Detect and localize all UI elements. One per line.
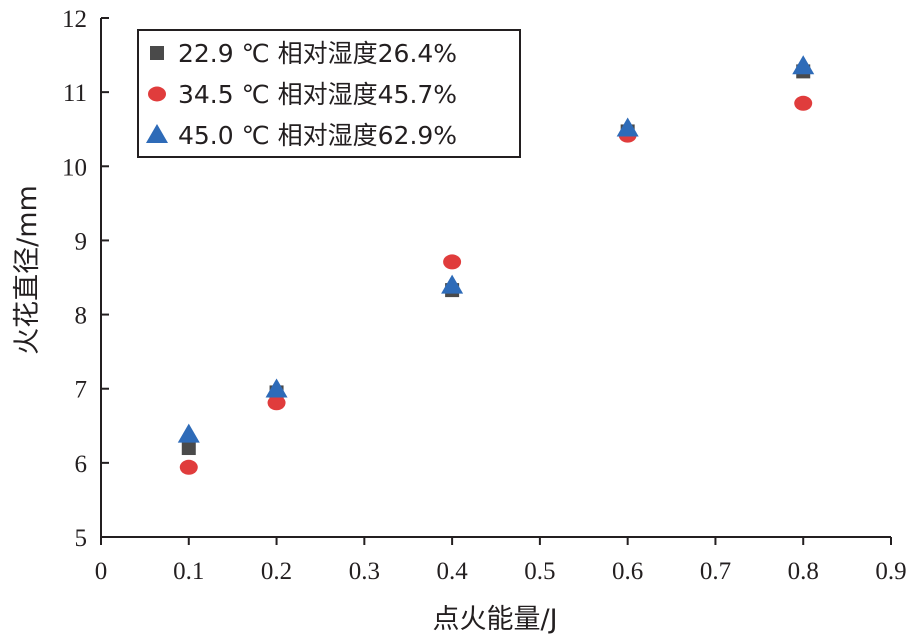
legend-entry: 22.9 ℃ 相对湿度26.4%: [178, 39, 457, 68]
x-tick-label: 0.8: [788, 558, 819, 585]
legend-box: [137, 29, 521, 158]
y-tick-label: 10: [62, 154, 87, 181]
x-tick-label: 0.1: [173, 558, 204, 585]
x-tick-label: 0: [95, 558, 108, 585]
x-tick-label: 0.7: [700, 558, 731, 585]
y-tick-label: 11: [63, 80, 87, 107]
x-tick-label: 0.5: [524, 558, 555, 585]
data-point-triangle: [177, 423, 200, 443]
data-point-triangle: [792, 55, 815, 75]
data-point-triangle: [441, 274, 464, 294]
legend-entry: 45.0 ℃ 相对湿度62.9%: [178, 121, 457, 150]
x-tick-label: 0.6: [612, 558, 643, 585]
data-point-circle: [179, 459, 198, 475]
data-point-square: [181, 441, 196, 456]
data-point-circle: [443, 254, 462, 270]
axes: 0 0.1 0.2 0.3 0.4 0.5 0.6 0.7 0.8 0.9 5 6 7 8 9 10 11 12: [62, 6, 907, 585]
x-tick-label: 0.2: [261, 558, 292, 585]
legend: 22.9 ℃ 相对湿度26.4% 34.5 ℃ 相对湿度45.7% 45.0 ℃ 相…: [137, 29, 521, 158]
legend-marker-square: [150, 46, 164, 60]
x-tick-label: 0.4: [436, 558, 468, 585]
data-point-triangle: [616, 117, 639, 137]
x-tick-label: 0.3: [349, 558, 380, 585]
legend-entry: 34.5 ℃ 相对湿度45.7%: [178, 80, 457, 109]
legend-marker-triangle: [146, 124, 168, 143]
x-tick-label: 0.9: [875, 558, 906, 585]
x-axis-label: 点火能量/J: [432, 604, 557, 635]
y-tick-label: 9: [75, 228, 88, 255]
y-tick-label: 6: [75, 451, 88, 478]
legend-marker-circle: [148, 86, 166, 102]
y-tick-label: 5: [75, 525, 88, 552]
data-point-circle: [794, 95, 813, 111]
data-points: [177, 55, 815, 475]
data-point-triangle: [265, 378, 288, 398]
data-point-circle: [267, 395, 286, 411]
y-axis-label: 火花直径/mm: [12, 185, 43, 355]
y-tick-label: 12: [62, 6, 87, 33]
y-tick-label: 8: [75, 303, 88, 330]
y-tick-label: 7: [75, 377, 88, 404]
